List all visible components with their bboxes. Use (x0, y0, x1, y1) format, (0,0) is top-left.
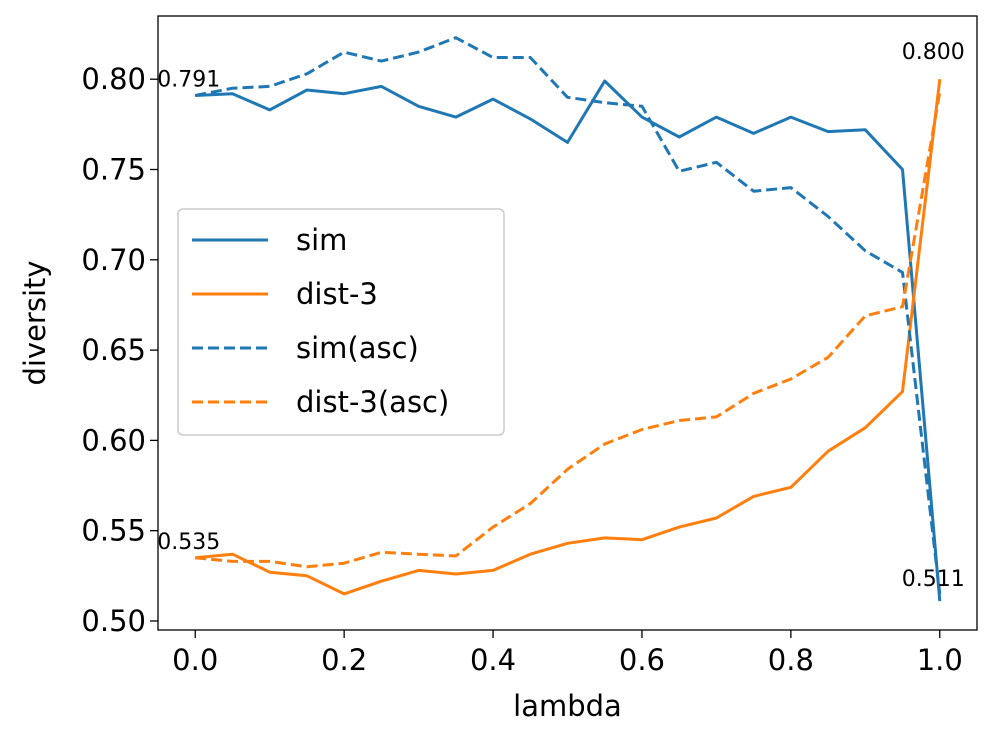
y-tick-label: 0.75 (81, 153, 146, 187)
series-line-dist-3-asc (195, 91, 942, 569)
series-line-sim (195, 79, 942, 602)
x-tick-label: 0.4 (470, 643, 516, 677)
x-tick-label: 1.0 (917, 643, 963, 677)
x-tick-label: 0.6 (619, 643, 665, 677)
x-tick-label: 0.2 (321, 643, 367, 677)
value-annotation: 0.800 (902, 40, 965, 65)
x-axis-label: lambda (513, 689, 622, 723)
y-tick-label: 0.65 (81, 333, 146, 367)
point-annotations: 0.791 0.535 0.800 0.511 (157, 40, 965, 592)
y-tick-label: 0.60 (81, 423, 146, 457)
value-annotation: 0.511 (902, 567, 965, 592)
plot-frame (157, 15, 978, 631)
y-tick-label: 0.55 (81, 514, 146, 548)
legend-label: dist-3 (296, 277, 378, 311)
series-line-sim-asc (194, 36, 942, 595)
legend: sim dist-3 sim(asc) dist-3(asc) (177, 208, 505, 436)
x-axis-ticks: 0.0 0.2 0.4 0.6 0.8 1.0 (172, 630, 963, 677)
value-annotation: 0.535 (157, 530, 220, 555)
legend-box (177, 208, 505, 436)
legend-label: sim (296, 223, 347, 257)
x-tick-label: 0.0 (172, 643, 218, 677)
legend-label: dist-3(asc) (296, 385, 449, 419)
x-tick-label: 0.8 (768, 643, 814, 677)
y-axis-ticks: 0.50 0.55 0.60 0.65 0.70 0.75 0.80 (81, 62, 158, 638)
y-axis-label: diversity (18, 260, 52, 385)
legend-label: sim(asc) (296, 331, 419, 365)
series-line-dist-3 (195, 79, 942, 596)
y-tick-label: 0.80 (81, 62, 146, 96)
y-tick-label: 0.70 (81, 243, 146, 277)
value-annotation: 0.791 (157, 67, 220, 92)
series-lines (194, 36, 942, 602)
y-tick-label: 0.50 (81, 604, 146, 638)
